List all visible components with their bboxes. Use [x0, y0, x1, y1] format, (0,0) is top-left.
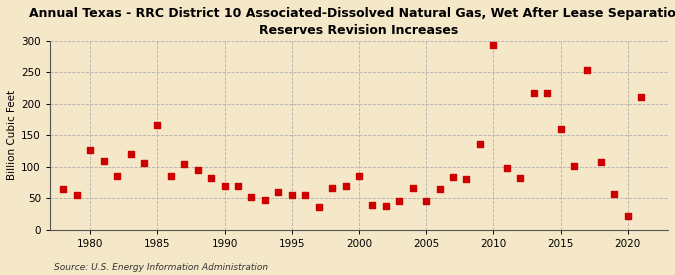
- Point: [273, 190, 284, 194]
- Title: Annual Texas - RRC District 10 Associated-Dissolved Natural Gas, Wet After Lease: Annual Texas - RRC District 10 Associate…: [29, 7, 675, 37]
- Point: [179, 161, 190, 166]
- Point: [461, 177, 472, 182]
- Point: [327, 186, 338, 190]
- Point: [555, 127, 566, 131]
- Point: [434, 187, 445, 191]
- Point: [367, 202, 378, 207]
- Point: [488, 43, 499, 48]
- Point: [381, 204, 392, 209]
- Point: [622, 214, 633, 218]
- Point: [72, 192, 82, 197]
- Point: [448, 175, 458, 179]
- Point: [192, 168, 203, 172]
- Point: [152, 122, 163, 127]
- Point: [542, 90, 553, 95]
- Point: [475, 142, 485, 146]
- Point: [502, 166, 512, 170]
- Point: [421, 199, 431, 204]
- Point: [233, 183, 244, 188]
- Point: [286, 192, 297, 197]
- Point: [165, 174, 176, 178]
- Point: [407, 186, 418, 190]
- Point: [259, 198, 270, 202]
- Point: [300, 193, 310, 197]
- Point: [636, 95, 647, 99]
- Point: [125, 152, 136, 156]
- Point: [595, 160, 606, 165]
- Y-axis label: Billion Cubic Feet: Billion Cubic Feet: [7, 90, 17, 180]
- Point: [219, 183, 230, 188]
- Text: Source: U.S. Energy Information Administration: Source: U.S. Energy Information Administ…: [54, 263, 268, 272]
- Point: [111, 174, 122, 178]
- Point: [206, 175, 217, 180]
- Point: [515, 175, 526, 180]
- Point: [568, 164, 579, 168]
- Point: [58, 187, 69, 191]
- Point: [138, 161, 149, 165]
- Point: [582, 68, 593, 73]
- Point: [313, 205, 324, 209]
- Point: [529, 90, 539, 95]
- Point: [609, 192, 620, 196]
- Point: [394, 199, 405, 204]
- Point: [99, 158, 109, 163]
- Point: [85, 148, 96, 153]
- Point: [340, 183, 351, 188]
- Point: [354, 174, 364, 178]
- Point: [246, 195, 257, 199]
